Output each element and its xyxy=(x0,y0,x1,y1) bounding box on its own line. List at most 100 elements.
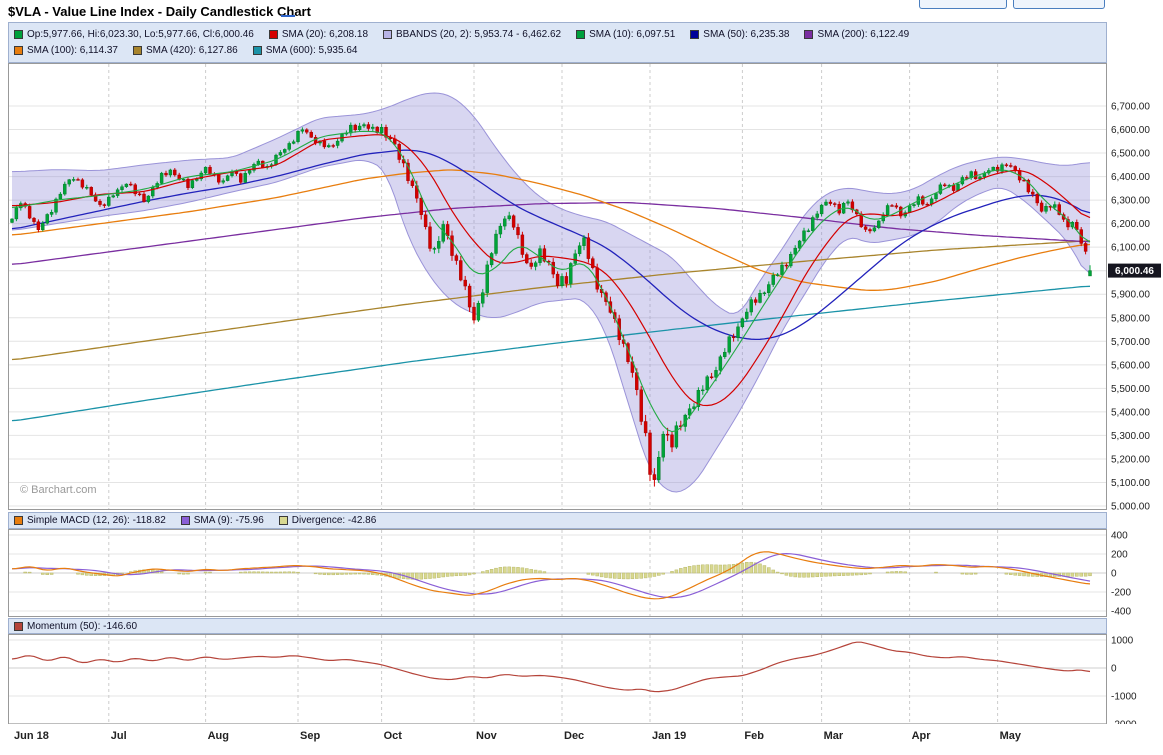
legend-item: SMA (600): 5,935.64 xyxy=(252,45,358,56)
y-axis-label: 6,400.00 xyxy=(1111,172,1150,183)
legend-item: Simple MACD (12, 26): -118.82 xyxy=(14,515,166,526)
macd-chart: 400 200 0 -200 -400 xyxy=(8,529,1131,618)
y-axis-label: 6,700.00 xyxy=(1111,102,1150,113)
legend-color-chip xyxy=(804,30,814,39)
x-axis-month-label: Feb xyxy=(744,730,764,742)
y-axis-label: 0 xyxy=(1111,569,1117,580)
legend-item: Op:5,977.66, Hi:6,023.30, Lo:5,977.66, C… xyxy=(14,29,254,40)
macd-line xyxy=(11,551,1091,600)
legend-label: SMA (200): 6,122.49 xyxy=(817,29,910,40)
y-axis-label: 400 xyxy=(1111,531,1128,542)
legend-color-chip xyxy=(14,516,23,525)
legend-label: BBANDS (20, 2): 5,953.74 - 6,462.62 xyxy=(396,29,562,40)
sma-10-line xyxy=(11,130,1091,433)
y-axis-label: 6,500.00 xyxy=(1111,149,1150,160)
legend-color-chip xyxy=(576,30,586,39)
y-axis-label: 6,100.00 xyxy=(1111,243,1150,254)
truncated-toolbar-button-1[interactable] xyxy=(919,0,1007,9)
legend-color-chip xyxy=(252,46,262,55)
momentum-gridlines xyxy=(9,639,1106,724)
legend-color-chip xyxy=(180,516,190,525)
legend-label: SMA (20): 6,208.18 xyxy=(281,29,369,40)
legend-item: Divergence: -42.86 xyxy=(278,515,377,526)
legend-label: Momentum (50): -146.60 xyxy=(27,620,138,632)
legend-item: SMA (50): 6,235.38 xyxy=(690,29,789,40)
bollinger-lower-line xyxy=(11,159,1091,493)
legend-item: SMA (20): 6,208.18 xyxy=(268,29,369,40)
x-axis-month-label: Aug xyxy=(208,730,229,742)
sma-200-line xyxy=(11,201,1091,265)
month-gridlines xyxy=(108,635,999,723)
y-axis-label: 6,300.00 xyxy=(1111,196,1150,207)
y-axis-label: 5,200.00 xyxy=(1111,454,1150,465)
y-axis-label: 5,100.00 xyxy=(1111,478,1150,489)
y-axis-label: 1000 xyxy=(1111,636,1134,647)
x-axis: Jun 18 Jul Aug Sep Oct Nov Dec Jan 19 Feb Mar Apr M… xyxy=(14,730,1022,742)
x-axis-month-label: May xyxy=(1000,730,1022,742)
truncated-link-underline[interactable] xyxy=(281,15,295,17)
y-axis-label: -200 xyxy=(1111,588,1131,599)
legend-item: SMA (200): 6,122.49 xyxy=(804,29,909,40)
y-axis-label: 5,000.00 xyxy=(1111,502,1150,511)
legend-label: Op:5,977.66, Hi:6,023.30, Lo:5,977.66, C… xyxy=(27,29,254,40)
legend-item: SMA (10): 6,097.51 xyxy=(576,29,675,40)
legend-color-chip xyxy=(383,30,393,39)
sma-420-line xyxy=(11,240,1091,361)
y-axis-label: 5,600.00 xyxy=(1111,360,1150,371)
y-axis-label: 200 xyxy=(1111,550,1128,561)
legend-label: SMA (50): 6,235.38 xyxy=(703,29,790,40)
x-axis-month-label: Dec xyxy=(564,730,584,742)
legend-color-chip xyxy=(14,30,23,39)
x-axis-month-label: Jan 19 xyxy=(652,730,686,742)
page-title: $VLA - Value Line Index - Daily Candlest… xyxy=(8,4,311,19)
y-axis-label: 5,800.00 xyxy=(1111,313,1150,324)
y-axis-label: 6,600.00 xyxy=(1111,125,1150,136)
y-axis-label: 5,900.00 xyxy=(1111,290,1150,301)
macd-gridlines xyxy=(9,534,1106,612)
legend-item: SMA (420): 6,127.86 xyxy=(132,45,238,56)
svg-text:6,000.46: 6,000.46 xyxy=(1115,266,1154,277)
price-gridlines xyxy=(9,105,1106,507)
x-axis-month-label: Jul xyxy=(111,730,127,742)
y-axis-label: -1000 xyxy=(1111,692,1137,703)
y-axis-label: 0 xyxy=(1111,664,1117,675)
sma-100-line xyxy=(11,169,1091,291)
legend-color-chip xyxy=(268,30,278,39)
momentum-line xyxy=(11,641,1091,693)
macd-divergence-histogram xyxy=(23,561,1092,580)
legend-label: Divergence: -42.86 xyxy=(291,515,377,526)
sma-600-line xyxy=(11,285,1091,422)
price-chart: 5,000.00 5,100.00 5,200.00 5,300.00 5,400.00… xyxy=(8,63,1161,511)
momentum-legend-row: Momentum (50): -146.60 xyxy=(14,620,1101,632)
truncated-toolbar-button-2[interactable] xyxy=(1013,0,1105,9)
legend-label: SMA (100): 6,114.37 xyxy=(27,45,118,56)
macd-legend-row: Simple MACD (12, 26): -118.82 SMA (9): -7… xyxy=(14,514,1101,527)
macd-legend-strip: Simple MACD (12, 26): -118.82 SMA (9): -7… xyxy=(8,512,1107,529)
legend-color-chip xyxy=(132,46,142,55)
y-axis-label: 5,700.00 xyxy=(1111,337,1150,348)
legend-color-chip xyxy=(690,30,700,39)
price-legend-strip: Op:5,977.66, Hi:6,023.30, Lo:5,977.66, C… xyxy=(8,22,1107,63)
sma-20-line xyxy=(11,134,1091,407)
y-axis-label: -400 xyxy=(1111,607,1131,618)
legend-color-chip xyxy=(14,46,23,55)
x-axis-month-label: Mar xyxy=(824,730,844,742)
legend-label: SMA (10): 6,097.51 xyxy=(589,29,676,40)
sma-50-line xyxy=(11,149,1091,341)
legend-label: SMA (9): -75.96 xyxy=(193,515,264,526)
price-legend-row-2: SMA (100): 6,114.37 SMA (420): 6,127.86 SM… xyxy=(14,44,1101,57)
legend-item: SMA (9): -75.96 xyxy=(180,515,264,526)
last-price-tag: 6,000.46 xyxy=(1108,263,1161,278)
price-y-axis-labels: 5,000.00 5,100.00 5,200.00 5,300.00 5,400.00… xyxy=(1111,102,1150,511)
legend-color-chip xyxy=(278,516,288,525)
legend-item: Momentum (50): -146.60 xyxy=(14,621,137,632)
y-axis-label: 5,500.00 xyxy=(1111,384,1150,395)
legend-color-chip xyxy=(14,621,23,631)
x-axis-month-label: Jun 18 xyxy=(14,730,49,742)
bollinger-band-area xyxy=(12,93,1090,492)
legend-label: SMA (600): 5,935.64 xyxy=(265,45,358,56)
legend-item: SMA (100): 6,114.37 xyxy=(14,45,118,56)
